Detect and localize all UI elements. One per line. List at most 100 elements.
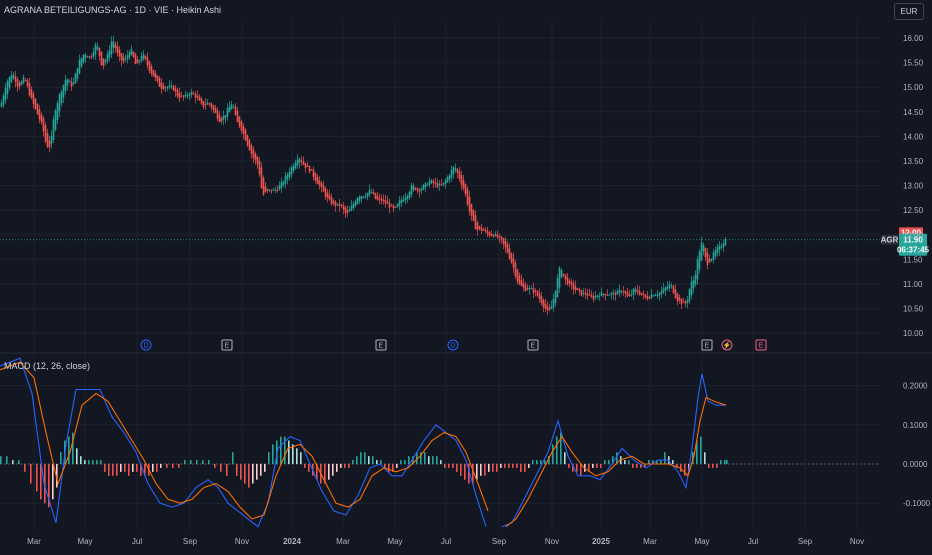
candle-body — [278, 185, 281, 190]
event-markers[interactable]: D E E D E E ⚡ E — [140, 339, 767, 351]
chart-title: AGRANA BETEILIGUNGS-AG · 1D · VIE · Heik… — [4, 5, 221, 15]
macd-histogram-bar — [548, 456, 550, 464]
candle-body — [518, 275, 521, 285]
macd-histogram-bar — [508, 464, 510, 468]
candle-body — [154, 73, 157, 79]
candle-body — [310, 169, 313, 171]
macd-histogram-bar — [272, 444, 274, 464]
macd-histogram-bar — [604, 460, 606, 464]
macd-histogram-bar — [208, 460, 210, 464]
price-tick-label: 13.50 — [903, 157, 924, 166]
macd-histogram-bar — [84, 460, 86, 464]
macd-histogram-bar — [6, 456, 8, 464]
candle-body — [498, 236, 501, 238]
candle-body — [478, 226, 481, 229]
macd-histogram-bar — [12, 460, 14, 464]
macd-histogram-bar — [104, 464, 106, 472]
macd-histogram-bar — [612, 456, 614, 464]
macd-histogram-bar — [288, 440, 290, 464]
candle-body — [82, 54, 85, 63]
macd-histogram-bar — [124, 464, 126, 472]
macd-histogram-bar — [36, 464, 38, 492]
candle-body — [492, 234, 495, 237]
macd-histogram-bar — [392, 464, 394, 472]
macd-histogram-bar — [684, 464, 686, 476]
macd-histogram-bar — [30, 464, 32, 484]
candle-body — [522, 282, 525, 288]
candle-body — [372, 192, 375, 194]
macd-histogram-bar — [644, 464, 646, 468]
macd-histogram-bar — [336, 464, 338, 472]
macd-histogram-bar — [532, 460, 534, 464]
candle-body — [8, 76, 11, 88]
candle-body — [658, 292, 661, 296]
candle-body — [438, 183, 441, 186]
candle-body — [576, 288, 579, 291]
candle-body — [470, 203, 473, 216]
macd-histogram-bar — [460, 464, 462, 476]
macd-histogram-bar — [292, 444, 294, 464]
candle-body — [212, 105, 215, 110]
candle-body — [590, 294, 593, 297]
candle-body — [458, 171, 461, 180]
candle-body — [210, 103, 213, 108]
macd-histogram-bar — [304, 464, 306, 468]
candle-body — [666, 286, 669, 290]
candle-body — [454, 168, 457, 171]
macd-histogram-bar — [464, 464, 466, 480]
price-tick-label: 15.00 — [903, 83, 924, 92]
event-marker-label: E — [531, 343, 536, 350]
candle-body — [668, 284, 671, 288]
candle-body — [94, 44, 97, 55]
macd-histogram-bar — [380, 460, 382, 464]
candle-body — [622, 291, 625, 293]
macd-histogram-bar — [472, 464, 474, 484]
price-tick-label: 10.00 — [903, 329, 924, 338]
macd-histogram-bar — [476, 464, 478, 480]
candle-body — [700, 242, 703, 261]
currency-button[interactable]: EUR — [894, 3, 924, 20]
macd-histogram-bar — [408, 456, 410, 464]
candle-body — [388, 202, 391, 208]
candle-body — [108, 50, 111, 58]
macd-histogram-bar — [652, 460, 654, 464]
candle-body — [414, 187, 417, 190]
candle-body — [392, 205, 395, 209]
candle-body — [472, 209, 475, 221]
macd-histogram-bar — [128, 464, 130, 476]
candle-body — [202, 101, 205, 108]
candle-body — [80, 57, 83, 67]
candle-body — [516, 269, 519, 282]
macd-histogram-bar — [592, 464, 594, 468]
candle-body — [494, 233, 497, 236]
candle-body — [148, 61, 151, 71]
candle-body — [76, 68, 79, 79]
macd-pane[interactable] — [0, 357, 728, 528]
x-tick-label: Nov — [545, 537, 559, 546]
candle-body — [270, 189, 273, 192]
candle-body — [104, 60, 107, 63]
candle-body — [48, 140, 51, 148]
candle-body — [508, 248, 511, 259]
candle-body — [548, 308, 551, 310]
candle-body — [402, 199, 405, 202]
event-marker-split — [721, 339, 733, 351]
x-tick-label: Mar — [27, 537, 41, 546]
event-marker-earnings — [527, 339, 539, 351]
macd-histogram-bar — [236, 464, 238, 476]
candle-body — [2, 95, 5, 105]
macd-histogram-bar — [376, 460, 378, 464]
candle-body — [456, 169, 459, 174]
candle-body — [36, 103, 39, 115]
macd-histogram-bar — [428, 456, 430, 464]
candle-body — [46, 133, 49, 148]
price-tick-label: 15.50 — [903, 59, 924, 68]
candle-body — [274, 189, 277, 191]
candle-body — [374, 193, 377, 199]
macd-histogram-bar — [280, 436, 282, 464]
candle-body — [484, 229, 487, 232]
candle-body — [362, 196, 365, 198]
price-candles[interactable] — [0, 35, 727, 316]
